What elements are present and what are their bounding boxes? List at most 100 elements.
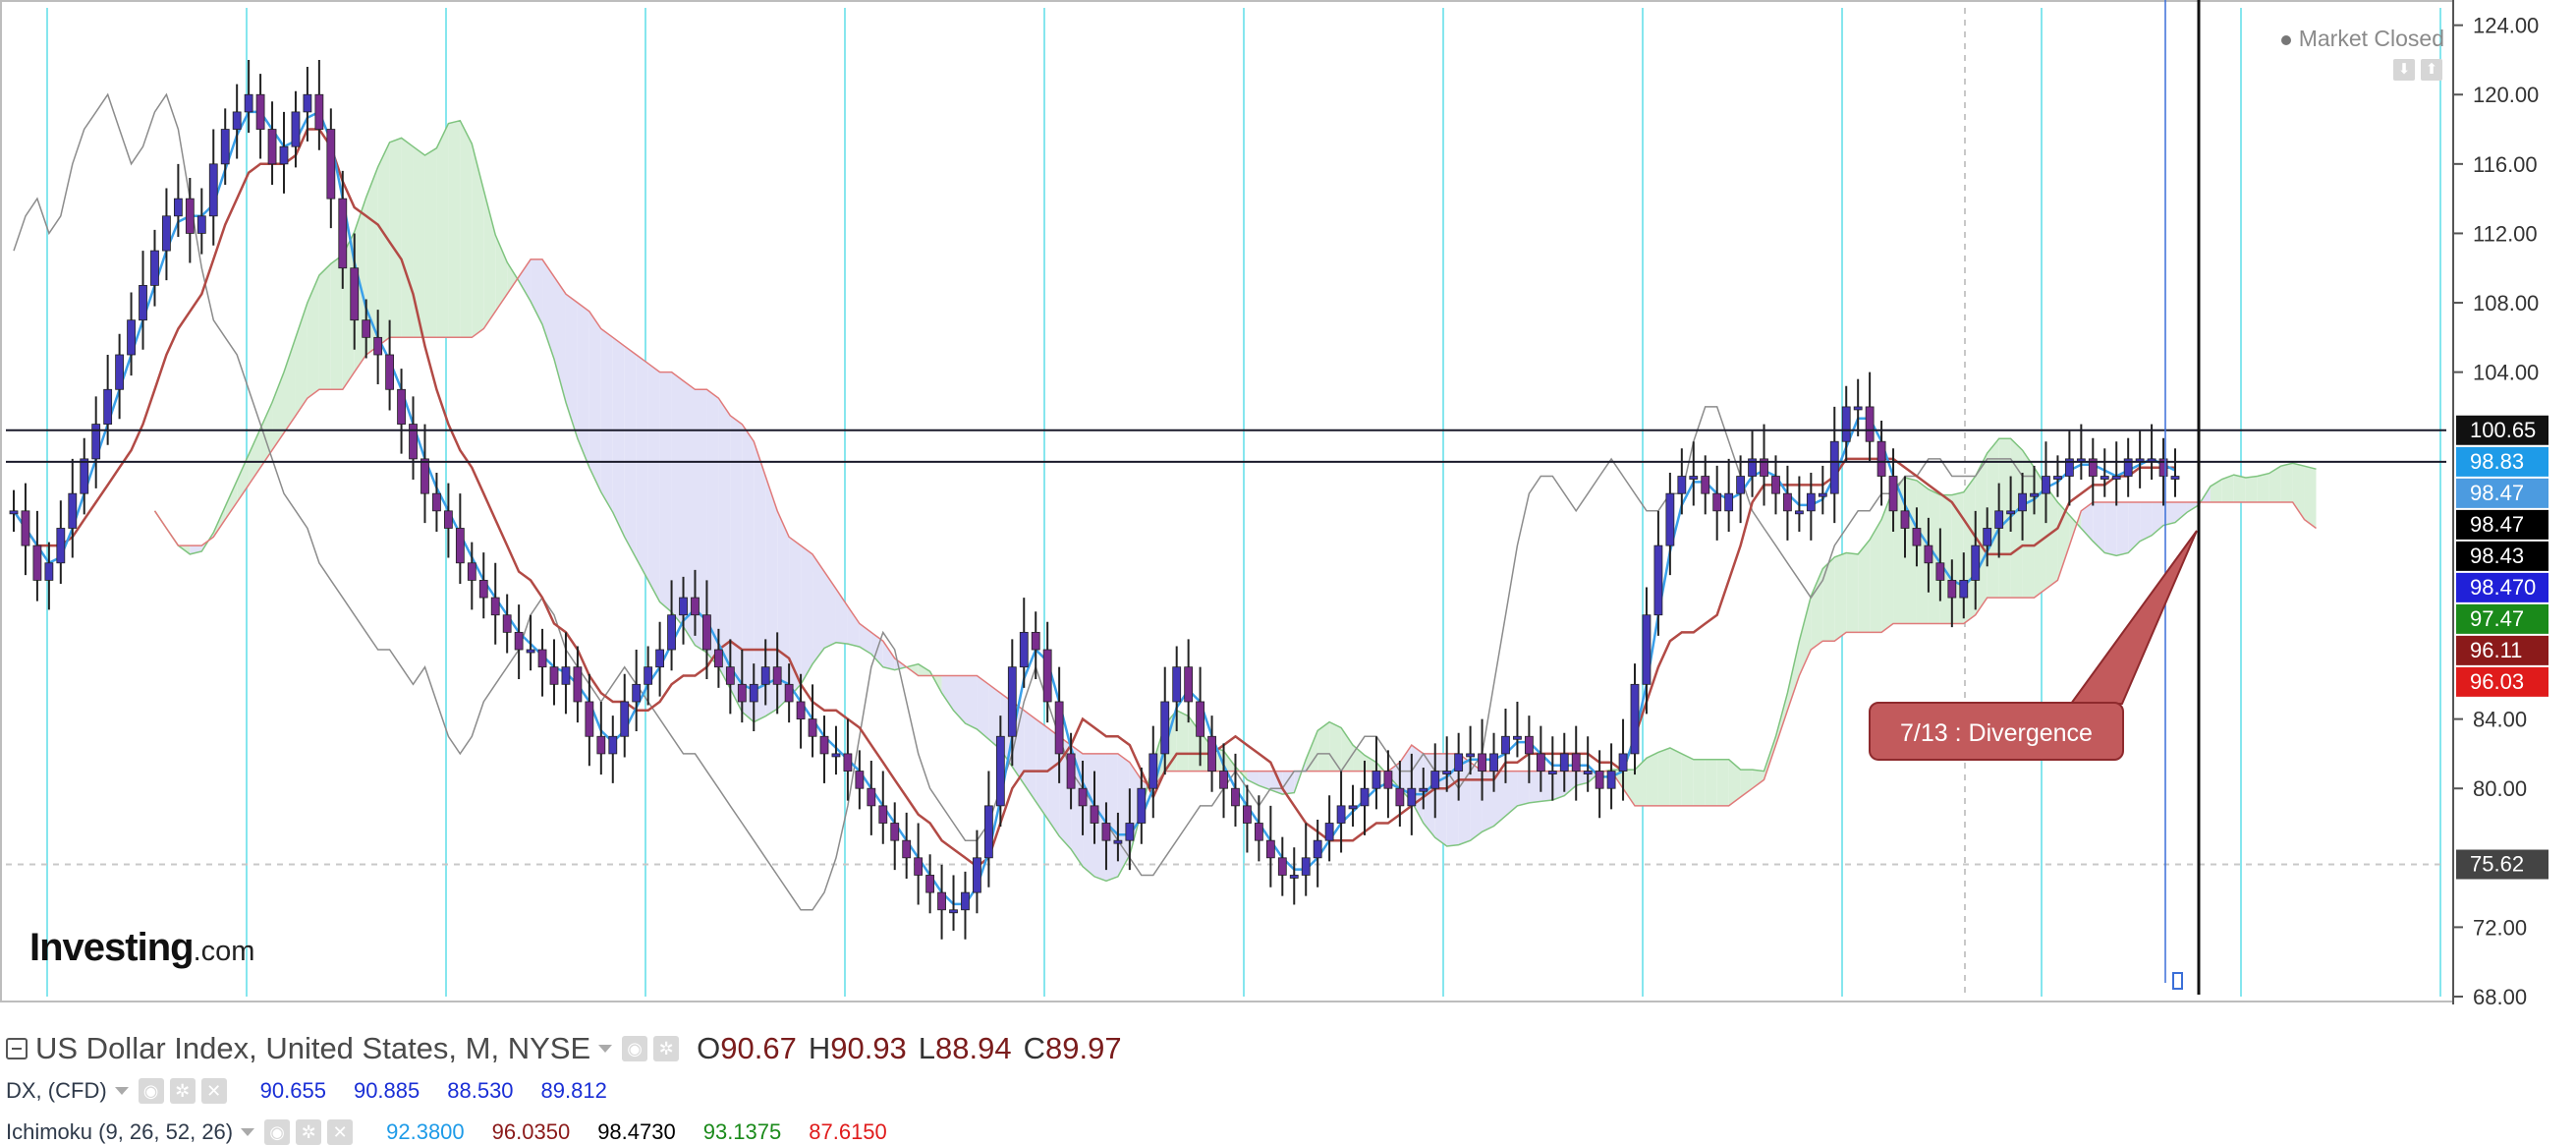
- candle: [796, 673, 806, 749]
- price-tag-label: 96.11: [2470, 638, 2522, 662]
- tick-label: 120.00: [2473, 83, 2539, 107]
- candle: [220, 108, 230, 186]
- gear-icon[interactable]: ✲: [296, 1119, 322, 1145]
- candle-body: [162, 215, 171, 252]
- scroll-up-icon[interactable]: ⬆: [2421, 59, 2442, 81]
- candle: [1924, 517, 1933, 593]
- candle-body: [1489, 753, 1498, 772]
- cloud-segment: [1306, 730, 1318, 772]
- cloud-segment: [1905, 477, 1917, 624]
- cloud-segment: [1635, 758, 1647, 806]
- cloud-segment: [1705, 759, 1717, 806]
- price-chart[interactable]: 124.00 120.00 116.00 112.00 108.00 104.00 84.0…: [0, 0, 2576, 1009]
- candle: [1442, 736, 1452, 792]
- cloud-segment: [647, 363, 660, 602]
- horizontal-lines[interactable]: [6, 429, 2446, 463]
- divergence-annotation[interactable]: 7/13 : Divergence: [1869, 702, 2124, 761]
- candle-body: [467, 562, 476, 581]
- candle: [1172, 646, 1182, 731]
- candle: [1148, 725, 1158, 819]
- chevron-down-icon[interactable]: [114, 1087, 129, 1095]
- candle-body: [1983, 528, 1992, 546]
- indicator-value-chikou: 98.4730: [597, 1119, 676, 1144]
- eye-icon[interactable]: ◉: [264, 1119, 291, 1145]
- cloud-segment: [977, 675, 989, 740]
- cloud-segment: [1493, 771, 1506, 827]
- cloud-segment: [2128, 502, 2141, 553]
- candle-body: [1501, 735, 1510, 755]
- cloud-segment: [588, 311, 601, 492]
- cloud-segment: [1083, 753, 1094, 877]
- candle: [1066, 732, 1076, 810]
- cloud-segment: [237, 454, 250, 502]
- candle: [1324, 795, 1334, 862]
- candle: [737, 650, 747, 723]
- scroll-down-icon[interactable]: ⬇: [2393, 59, 2415, 81]
- gear-icon[interactable]: ✲: [653, 1036, 680, 1061]
- price-tag: 98.43: [2456, 541, 2548, 571]
- candle: [1254, 795, 1263, 862]
- candle: [514, 604, 524, 680]
- candle: [173, 163, 183, 237]
- cloud-segment: [2140, 502, 2153, 542]
- candle: [1677, 448, 1687, 515]
- candle-body: [1383, 771, 1393, 789]
- candle: [2076, 424, 2086, 481]
- chevron-down-icon[interactable]: [598, 1045, 613, 1053]
- candle: [162, 188, 171, 281]
- eye-icon[interactable]: ◉: [138, 1078, 164, 1104]
- cloud-segment: [1259, 771, 1271, 790]
- candle-body: [596, 735, 606, 755]
- candle: [56, 500, 66, 584]
- candle-body: [1419, 787, 1428, 792]
- close-icon[interactable]: ✕: [327, 1119, 354, 1145]
- cloud-segment: [812, 553, 824, 664]
- candle: [1313, 819, 1322, 887]
- cursor-marker: [2172, 972, 2183, 990]
- candle: [1841, 385, 1851, 463]
- chevron-down-icon[interactable]: [241, 1128, 255, 1136]
- candle: [2042, 441, 2050, 524]
- annotation-pointer: [2069, 530, 2198, 705]
- cloud-segment: [941, 675, 954, 711]
- indicator-value-kijun: 96.0350: [491, 1119, 571, 1144]
- cloud-segment: [847, 605, 860, 648]
- candle-body: [526, 649, 535, 654]
- candle-body: [1653, 544, 1663, 616]
- cloud-segment: [1870, 519, 1882, 633]
- collapse-icon[interactable]: [6, 1038, 28, 1059]
- candle-body: [68, 492, 78, 529]
- candle-body: [1701, 476, 1710, 494]
- candle-body: [478, 580, 488, 599]
- cloud-segment: [1387, 762, 1400, 789]
- eye-icon[interactable]: ◉: [622, 1036, 648, 1061]
- cloud-segment: [742, 424, 755, 722]
- close-icon[interactable]: ✕: [200, 1078, 227, 1104]
- candle-body: [255, 93, 265, 130]
- candle: [1983, 507, 1992, 567]
- price-tag-label: 98.47: [2470, 512, 2524, 537]
- cloud-segment: [272, 372, 284, 451]
- cloud-segment: [448, 120, 461, 338]
- candle: [1184, 639, 1194, 723]
- cloud-segment: [401, 138, 414, 338]
- crosshair: [2164, 0, 2201, 995]
- candle: [608, 716, 618, 783]
- price-tag: 98.47: [2456, 509, 2548, 540]
- candle: [1595, 750, 1604, 819]
- candle: [620, 673, 630, 758]
- candle: [1419, 768, 1428, 810]
- candle-body: [772, 666, 782, 685]
- chart-frame: [0, 0, 2454, 1002]
- candle: [983, 771, 993, 887]
- candle-body: [1924, 544, 1933, 564]
- candle: [561, 632, 571, 715]
- gear-icon[interactable]: ✲: [169, 1078, 196, 1104]
- candle: [1301, 823, 1311, 896]
- candle-body: [443, 510, 453, 529]
- candle: [1101, 802, 1111, 871]
- candle: [1865, 372, 1875, 463]
- cloud-segment: [577, 303, 589, 468]
- candle: [749, 663, 758, 731]
